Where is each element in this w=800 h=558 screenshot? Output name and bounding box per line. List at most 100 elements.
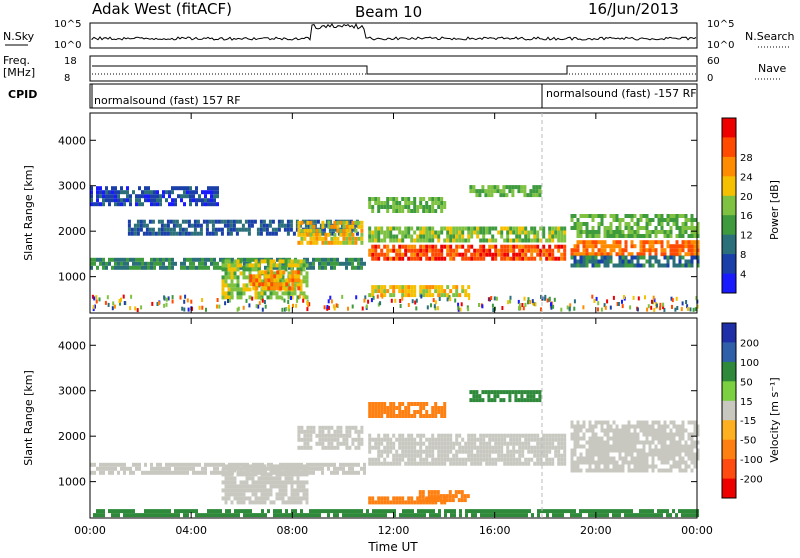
power-cell: [351, 240, 355, 245]
power-cell: [192, 265, 195, 270]
power-cell: [401, 238, 405, 243]
velocity-cell: [290, 464, 294, 469]
power-cell: [479, 226, 483, 231]
power-cell: [666, 240, 670, 245]
velocity-cell: [645, 464, 649, 469]
velocity-cell: [138, 513, 141, 518]
power-cell: [612, 240, 616, 245]
power-cell: [99, 186, 102, 191]
power-cell: [219, 265, 222, 270]
power-cell: [126, 265, 129, 270]
power-cell: [609, 305, 612, 310]
power-cell: [687, 244, 691, 249]
power-cell: [181, 231, 185, 236]
power-cell: [570, 263, 574, 268]
power-cell: [186, 186, 189, 191]
velocity-cell: [633, 428, 637, 433]
power-cell: [297, 286, 301, 291]
velocity-cell: [296, 468, 300, 473]
velocity-cell: [410, 449, 414, 454]
power-cell: [300, 220, 304, 225]
velocity-cell: [597, 468, 601, 473]
velocity-cell: [299, 480, 303, 485]
power-cell: [660, 263, 664, 268]
power-cell: [627, 226, 631, 230]
velocity-cell: [371, 445, 375, 450]
power-cell: [573, 252, 577, 257]
velocity-cell: [615, 424, 619, 429]
power-cell: [461, 238, 465, 243]
velocity-cell: [507, 513, 510, 518]
velocity-cell: [303, 513, 306, 518]
velocity-cell: [443, 402, 447, 406]
velocity-cell: [284, 468, 288, 473]
power-cell: [144, 194, 147, 199]
velocity-cell: [315, 513, 318, 518]
power-cell: [660, 252, 664, 257]
velocity-cell: [395, 406, 399, 410]
velocity-cell: [480, 513, 483, 518]
velocity-cell: [435, 513, 438, 518]
power-cell: [446, 297, 449, 302]
velocity-cell: [521, 445, 525, 450]
power-cell: [666, 214, 670, 218]
power-cell: [380, 226, 384, 231]
velocity-cell: [603, 428, 607, 433]
power-cell: [642, 263, 646, 268]
power-cell: [151, 227, 155, 232]
power-cell: [108, 194, 111, 199]
power-cell: [582, 244, 586, 249]
velocity-cell: [687, 452, 691, 457]
power-cell: [287, 259, 291, 264]
power-cell: [160, 227, 164, 232]
velocity-cell: [245, 496, 249, 501]
velocity-cell: [675, 464, 679, 469]
power-cell: [171, 257, 174, 262]
power-cell: [219, 257, 222, 262]
power-cell: [166, 227, 170, 232]
velocity-cell: [521, 433, 525, 438]
velocity-cell: [108, 470, 111, 475]
power-cell: [398, 230, 402, 235]
velocity-cell: [318, 429, 322, 434]
power-cell: [309, 240, 313, 245]
velocity-cell: [443, 449, 447, 454]
velocity-cell: [624, 424, 628, 429]
power-cell: [291, 274, 295, 279]
power-cell: [236, 279, 240, 284]
velocity-cell: [318, 425, 322, 430]
velocity-cell: [306, 425, 310, 430]
power-cell: [675, 244, 679, 249]
power-cell: [120, 198, 123, 203]
velocity-cell: [476, 445, 480, 450]
power-cell: [494, 238, 498, 243]
velocity-cell: [180, 462, 183, 467]
velocity-cell: [470, 453, 474, 458]
velocity-cell: [315, 466, 318, 471]
power-cell: [588, 234, 592, 238]
power-cell: [283, 298, 286, 303]
power-cell: [624, 248, 628, 253]
power-cell: [422, 293, 426, 298]
power-cell: [141, 261, 144, 266]
power-cell: [533, 244, 537, 249]
velocity-cell: [660, 428, 664, 433]
velocity-cell: [526, 394, 530, 399]
velocity-cell: [276, 509, 279, 514]
velocity-cell: [512, 441, 516, 446]
power-cell: [434, 248, 438, 253]
power-cell: [467, 285, 471, 290]
power-cell: [493, 185, 497, 190]
velocity-cell: [312, 429, 316, 434]
velocity-cell: [230, 480, 234, 485]
power-cell: [145, 223, 149, 228]
power-cell: [431, 234, 435, 239]
velocity-cell: [554, 437, 558, 442]
power-cell: [236, 307, 239, 312]
velocity-cell: [433, 494, 437, 499]
power-cell: [472, 185, 476, 190]
power-cell: [594, 263, 598, 268]
velocity-cell: [416, 500, 420, 505]
velocity-cell: [651, 424, 655, 429]
velocity-cell: [392, 453, 396, 458]
